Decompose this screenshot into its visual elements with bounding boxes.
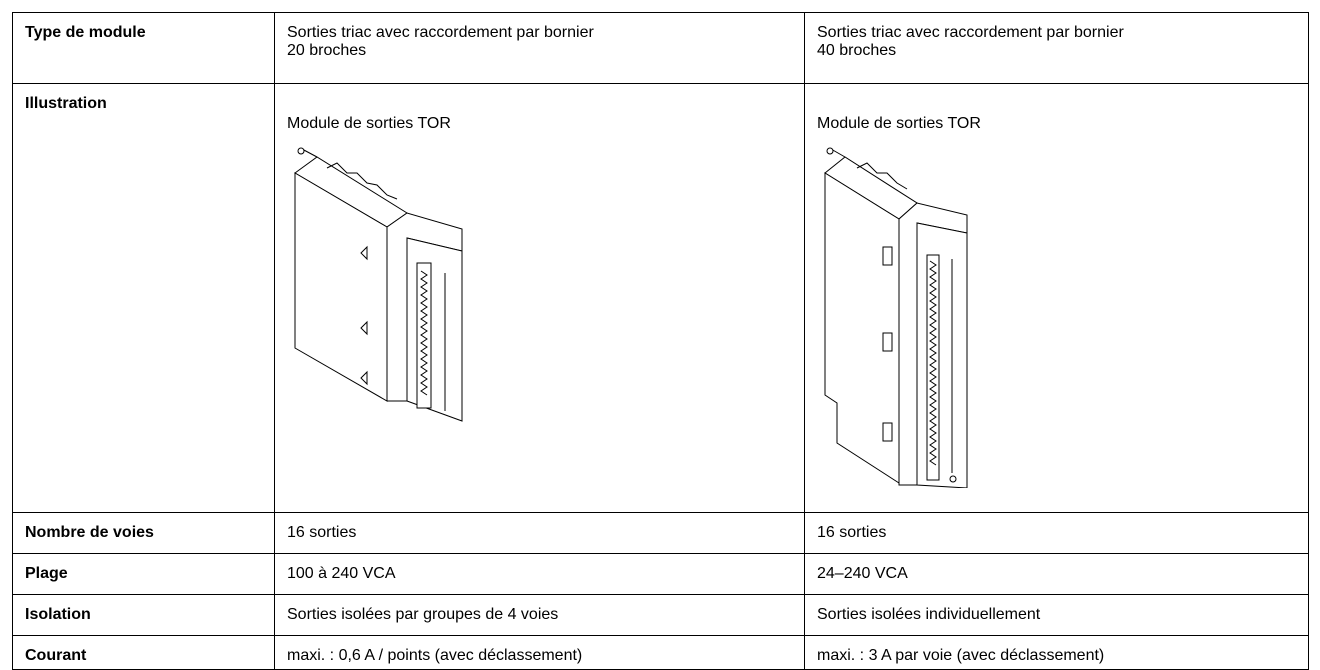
row: Type de module Sorties triac avec raccor… bbox=[12, 12, 1309, 84]
spec-table: Type de module Sorties triac avec raccor… bbox=[12, 12, 1309, 670]
cell: Sorties triac avec raccordement par born… bbox=[804, 12, 1309, 84]
row-label: Nombre de voies bbox=[12, 512, 275, 554]
cell: Sorties isolées individuellement bbox=[804, 594, 1309, 636]
row-label: Illustration bbox=[12, 83, 275, 513]
cell: Sorties isolées par groupes de 4 voies bbox=[274, 594, 805, 636]
cell-line: 20 broches bbox=[287, 42, 367, 59]
cell: Module de sorties TOR bbox=[274, 83, 805, 513]
caption: Module de sorties TOR bbox=[287, 115, 451, 132]
cell: 16 sorties bbox=[274, 512, 805, 554]
cell: Module de sorties TOR bbox=[804, 83, 1309, 513]
row: Nombre de voies 16 sorties 16 sorties bbox=[12, 512, 1309, 554]
module-illustration bbox=[294, 147, 463, 422]
module-illustration bbox=[824, 147, 968, 488]
cell-line: 40 broches bbox=[817, 42, 897, 59]
cell-line: Sorties triac avec raccordement par born… bbox=[817, 24, 1124, 41]
cell-line: Sorties triac avec raccordement par born… bbox=[287, 24, 594, 41]
caption: Module de sorties TOR bbox=[817, 115, 981, 132]
cell: 16 sorties bbox=[804, 512, 1309, 554]
cell: Sorties triac avec raccordement par born… bbox=[274, 12, 805, 84]
row: Plage 100 à 240 VCA 24–240 VCA bbox=[12, 553, 1309, 595]
row: Isolation Sorties isolées par groupes de… bbox=[12, 594, 1309, 636]
cell: 100 à 240 VCA bbox=[274, 553, 805, 595]
cell: maxi. : 3 A par voie (avec déclassement) bbox=[804, 635, 1309, 670]
row-label: Courant bbox=[12, 635, 275, 670]
row-label: Plage bbox=[12, 553, 275, 595]
row-label: Isolation bbox=[12, 594, 275, 636]
row: Courant maxi. : 0,6 A / points (avec déc… bbox=[12, 635, 1309, 670]
cell: maxi. : 0,6 A / points (avec déclassemen… bbox=[274, 635, 805, 670]
row: Illustration Module de sorties TOR Modul… bbox=[12, 83, 1309, 513]
cell: 24–240 VCA bbox=[804, 553, 1309, 595]
row-label: Type de module bbox=[12, 12, 275, 84]
